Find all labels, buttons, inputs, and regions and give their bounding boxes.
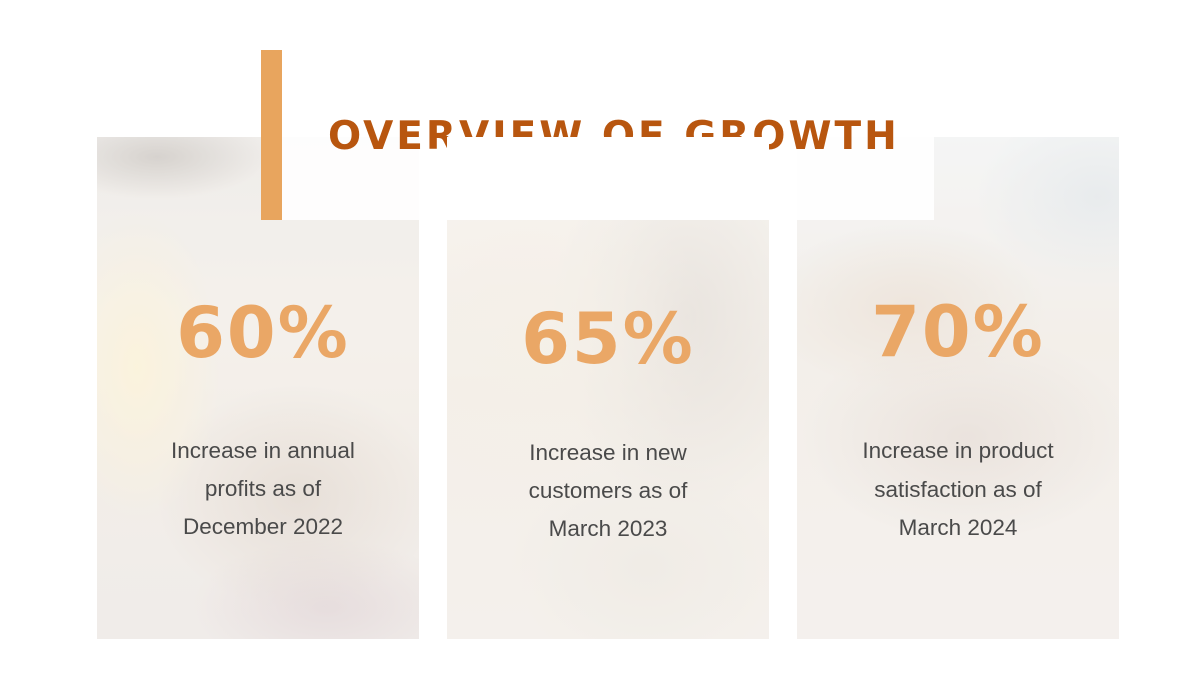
stat-value: 65% (521, 298, 695, 380)
bread-photo-card-1 (97, 137, 419, 639)
bread-photo-card-2 (447, 137, 769, 639)
stat-description: Increase in product satisfaction as of M… (862, 438, 1054, 540)
accent-bar (261, 50, 282, 220)
stat-value: 60% (176, 292, 350, 374)
stat-card-profits: 60% Increase in annual profits as of Dec… (102, 298, 424, 546)
bread-photo-card-3 (797, 137, 1119, 639)
stat-card-customers: 65% Increase in new customers as of Marc… (447, 304, 769, 548)
stat-card-satisfaction: 70% Increase in product satisfaction as … (797, 297, 1119, 548)
stat-description: Increase in new customers as of March 20… (528, 440, 688, 541)
stat-value: 70% (871, 291, 1045, 373)
stat-description: Increase in annual profits as of Decembe… (171, 438, 355, 539)
